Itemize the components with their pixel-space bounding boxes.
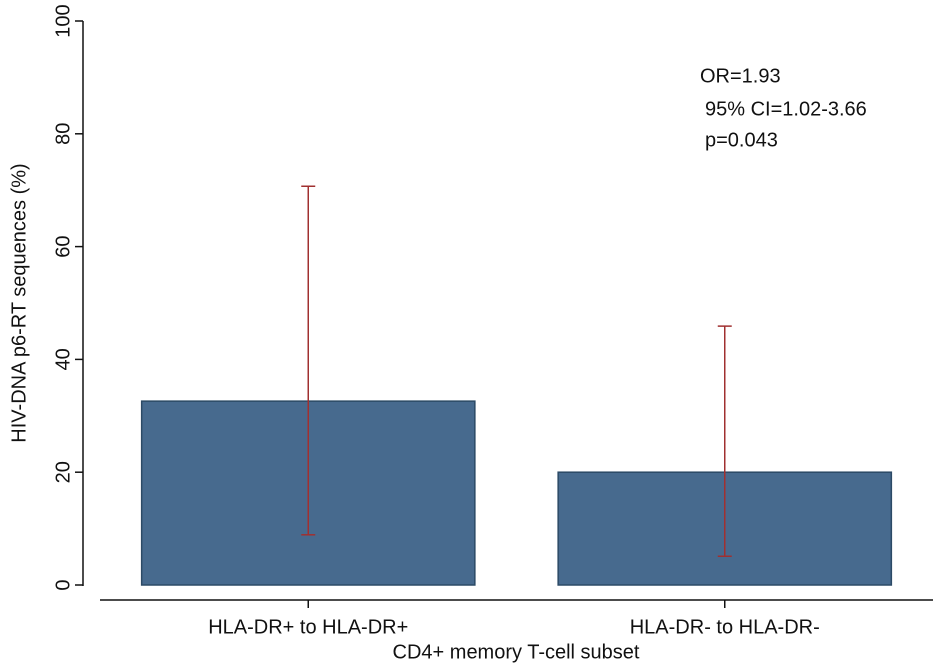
- annotation: p=0.043: [705, 129, 778, 151]
- x-tick-label: HLA-DR- to HLA-DR-: [630, 616, 820, 638]
- y-tick-label: 80: [52, 123, 74, 145]
- y-tick-label: 100: [52, 4, 74, 37]
- annotation: OR=1.93: [700, 65, 781, 87]
- y-axis-title: HIV-DNA p6-RT sequences (%): [8, 163, 30, 442]
- annotation: 95% CI=1.02-3.66: [705, 98, 867, 120]
- y-tick-label: 0: [52, 579, 74, 590]
- y-tick-label: 20: [52, 461, 74, 483]
- y-tick-label: 40: [52, 348, 74, 370]
- y-tick-label: 60: [52, 235, 74, 257]
- x-axis-title: CD4+ memory T-cell subset: [393, 641, 640, 663]
- x-tick-label: HLA-DR+ to HLA-DR+: [208, 616, 408, 638]
